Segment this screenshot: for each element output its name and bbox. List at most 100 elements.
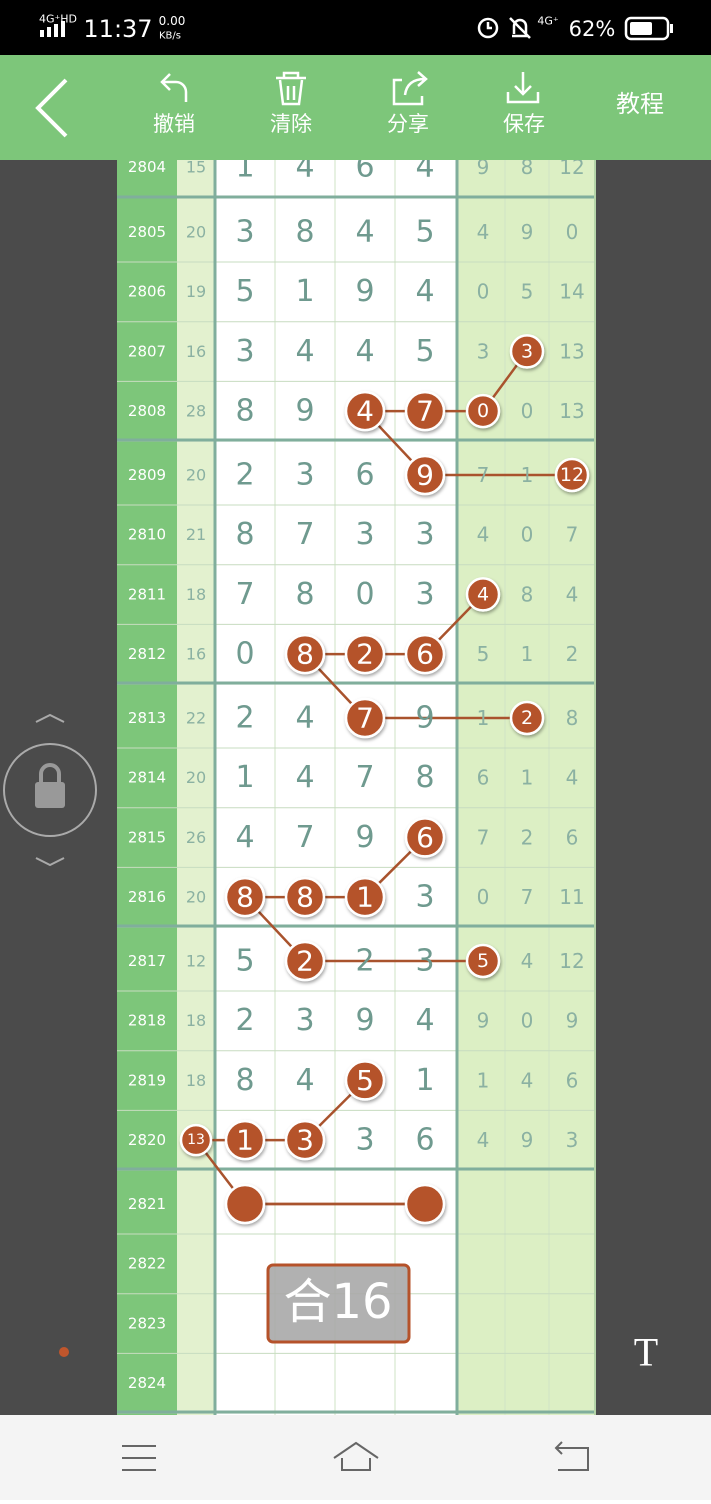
toolbar-item[interactable]: 撤销 xyxy=(153,112,195,136)
cell-circle xyxy=(404,817,446,858)
cell: 4 xyxy=(295,760,314,795)
status-bar xyxy=(0,0,711,55)
cell: 8 xyxy=(236,881,254,914)
cell-circle xyxy=(224,1183,266,1225)
cell: 4 xyxy=(356,395,374,428)
network: 4G⁺HD xyxy=(39,13,77,26)
toolbar-item[interactable]: 保存 xyxy=(503,112,545,136)
cell: 3 xyxy=(295,458,314,493)
cell-circle xyxy=(284,940,326,982)
cell: 4 xyxy=(521,949,534,973)
cell: 1 xyxy=(477,1068,490,1092)
toolbar-item[interactable]: 清除 xyxy=(270,112,312,136)
cell: 2 xyxy=(521,707,533,729)
cell: 5 xyxy=(521,280,534,304)
period: 2810 xyxy=(128,526,166,544)
cell: 3 xyxy=(415,944,434,979)
cell: 0 xyxy=(477,400,489,422)
cell: 13 xyxy=(187,1132,205,1148)
speed-unit: KB/s xyxy=(159,31,181,42)
cell: 3 xyxy=(566,1128,579,1152)
overlay-text: 合16 xyxy=(283,1274,392,1330)
cell: 4 xyxy=(295,1063,314,1098)
cell: 1 xyxy=(521,642,534,666)
cell: 18 xyxy=(186,585,206,604)
cell-circle xyxy=(284,633,326,675)
cell: 1 xyxy=(235,760,254,795)
cell: 8 xyxy=(295,215,314,250)
cell: 1 xyxy=(477,706,490,730)
text-tool[interactable]: T xyxy=(634,1330,658,1375)
cell: 9 xyxy=(416,459,434,492)
cell: 20 xyxy=(186,466,206,485)
cell: 5 xyxy=(235,274,254,309)
cell: 4 xyxy=(477,220,490,244)
period: 2814 xyxy=(128,769,166,787)
cell: 0 xyxy=(521,399,534,423)
cell-circle xyxy=(284,1119,326,1161)
cell: 1 xyxy=(521,766,534,790)
back-button[interactable] xyxy=(35,78,68,138)
cell: 13 xyxy=(559,399,584,423)
toolbar-item[interactable]: 分享 xyxy=(387,112,429,136)
period: 2813 xyxy=(128,709,166,727)
cell: 8 xyxy=(415,760,434,795)
period: 2806 xyxy=(128,283,166,301)
period: 2811 xyxy=(128,585,166,603)
cell: 1 xyxy=(415,1063,434,1098)
period: 2805 xyxy=(128,223,166,241)
cell: 1 xyxy=(356,881,374,914)
cell-circle xyxy=(344,633,386,675)
cell: 16 xyxy=(186,342,206,361)
cell: 15 xyxy=(186,158,206,177)
cell: 4 xyxy=(415,1003,434,1038)
period: 2820 xyxy=(128,1131,166,1149)
cell: 9 xyxy=(566,1009,579,1033)
time: 11:37 xyxy=(83,15,152,43)
cell: 12 xyxy=(559,949,584,973)
cell: 7 xyxy=(355,760,374,795)
cell: 9 xyxy=(295,394,314,429)
period: 2821 xyxy=(128,1195,166,1213)
cell: 7 xyxy=(477,825,490,849)
cell: 12 xyxy=(186,952,206,971)
cell: 22 xyxy=(186,709,206,728)
lock-widget[interactable] xyxy=(3,713,97,867)
cell-circle xyxy=(344,1060,386,1101)
cell: 2 xyxy=(235,701,254,736)
cell-circle xyxy=(179,1123,213,1157)
period: 2823 xyxy=(128,1314,166,1332)
cell: 9 xyxy=(355,820,374,855)
cell: 4 xyxy=(295,334,314,369)
nav-icons[interactable] xyxy=(122,1441,589,1471)
cell: 8 xyxy=(296,638,314,671)
cell: 7 xyxy=(416,395,434,428)
cell: 1 xyxy=(295,274,314,309)
cell: 3 xyxy=(235,215,254,250)
cell-circle xyxy=(404,390,446,432)
cell: 5 xyxy=(356,1064,374,1097)
cell: 8 xyxy=(521,582,534,606)
period: 2816 xyxy=(128,888,166,906)
cell: 7 xyxy=(295,517,314,552)
period: 2817 xyxy=(128,952,166,970)
cell-circle xyxy=(465,577,501,612)
cell: 6 xyxy=(416,821,434,854)
cell: 20 xyxy=(186,768,206,787)
cell: 11 xyxy=(559,885,584,909)
cell: 9 xyxy=(477,1009,490,1033)
cell: 9 xyxy=(521,220,534,244)
cell: 7 xyxy=(521,885,534,909)
cell: 6 xyxy=(566,1068,579,1092)
cell: 3 xyxy=(355,1123,374,1158)
tutorial[interactable]: 教程 xyxy=(616,90,664,118)
cell: 26 xyxy=(186,828,206,847)
cell: 4 xyxy=(566,582,579,606)
sum-overlay[interactable]: 合16 xyxy=(266,1263,411,1344)
cell-circle xyxy=(224,1119,266,1161)
period: 2809 xyxy=(128,466,166,484)
cell: 2 xyxy=(235,458,254,493)
cell: 4 xyxy=(235,820,254,855)
